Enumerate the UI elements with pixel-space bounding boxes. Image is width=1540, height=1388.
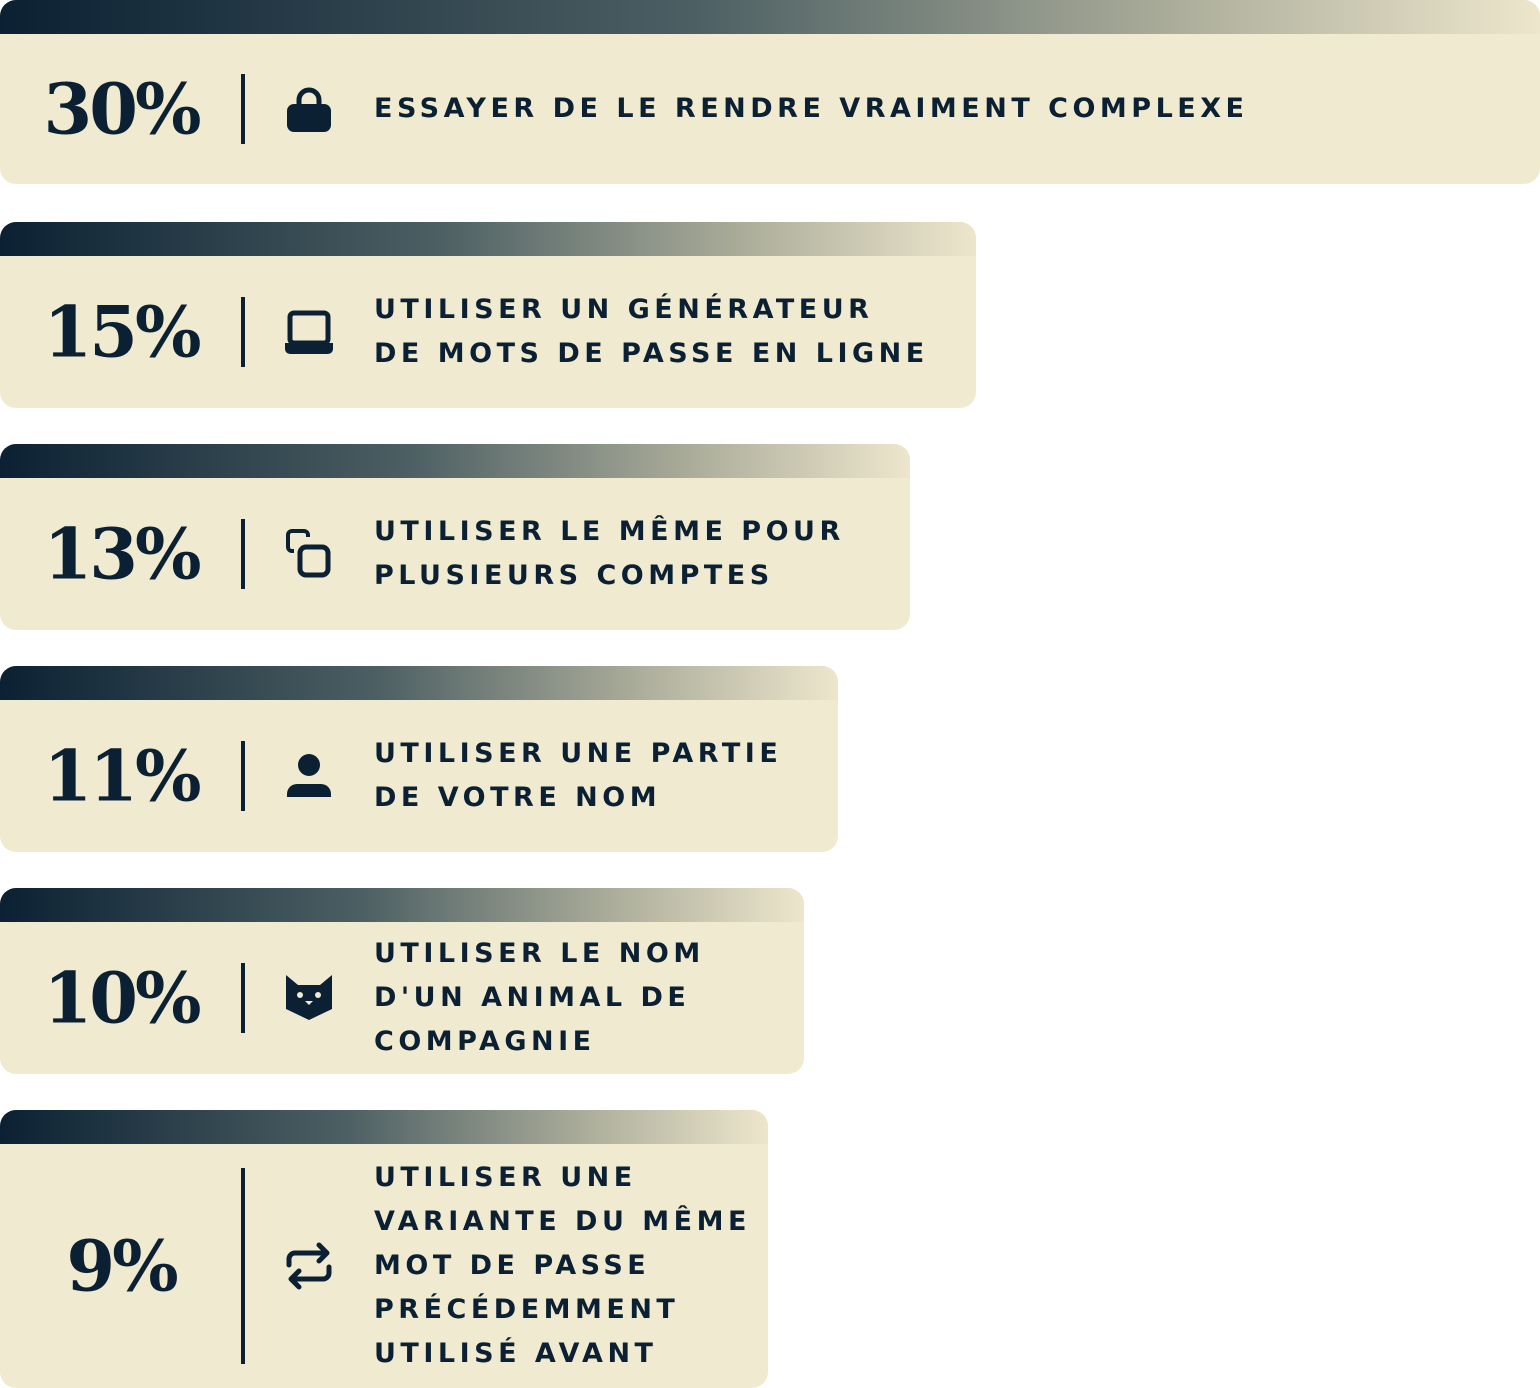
category-label-line: VARIANTE DU MÊME [374, 1206, 751, 1237]
laptop-icon [284, 307, 334, 357]
bar: 30% ESSAYER DE LE RENDRE VRAIMENT COMPLEX… [0, 0, 1540, 184]
value-label-text: 13% [43, 512, 202, 596]
bar: 13% UTILISER LE MÊME POUR PLUSIEURS COMPTE… [0, 444, 910, 630]
bar-gradient-strip [0, 222, 976, 256]
bar-gradient-strip [0, 444, 910, 478]
divider [241, 519, 245, 589]
bar-body: 9% UTILISER UNE VARIANTE DU MÊME MOT DE PAS… [0, 1144, 768, 1388]
category-label: UTILISER UNE VARIANTE DU MÊME MOT DE PASSE… [374, 1156, 751, 1376]
bar-gradient-strip [0, 666, 838, 700]
bar-body: 30% ESSAYER DE LE RENDRE VRAIMENT COMPLEX… [0, 34, 1540, 184]
divider [241, 1168, 245, 1364]
value-label: 9% [0, 1225, 246, 1308]
value-label: 30% [0, 68, 246, 151]
category-label-line: COMPAGNIE [374, 1026, 596, 1057]
category-label-line: PLUSIEURS COMPTES [374, 560, 774, 591]
value-label-text: 10% [43, 956, 202, 1040]
cat-icon [284, 973, 334, 1023]
category-label-line: ESSAYER DE LE RENDRE VRAIMENT COMPLEXE [374, 93, 1249, 124]
category-label-line: MOT DE PASSE [374, 1250, 651, 1281]
value-label: 13% [0, 513, 246, 596]
category-label-line: UTILISER LE MÊME POUR [374, 516, 845, 547]
bar: 15% UTILISER UN GÉNÉRATEUR DE MOTS DE PASS… [0, 222, 976, 408]
bar-gradient-strip [0, 888, 804, 922]
divider [241, 963, 245, 1033]
category-label-line: D'UN ANIMAL DE [374, 982, 691, 1013]
value-label-text: 11% [43, 734, 202, 818]
bar-body: 13% UTILISER LE MÊME POUR PLUSIEURS COMPTE… [0, 478, 910, 630]
bar-gradient-strip [0, 0, 1540, 34]
value-label: 11% [0, 735, 246, 818]
bar-body: 10% UTILISER LE NOM D'UN ANIMAL DE COMPAGNI… [0, 922, 804, 1074]
category-label: ESSAYER DE LE RENDRE VRAIMENT COMPLEXE [374, 87, 1249, 131]
bar-gradient-strip [0, 1110, 768, 1144]
category-label-line: PRÉCÉDEMMENT [374, 1294, 680, 1325]
category-label-line: UTILISER UN GÉNÉRATEUR [374, 294, 874, 325]
bar-body: 11% UTILISER UNE PARTIE DE VOTRE NOM [0, 700, 838, 852]
bar: 11% UTILISER UNE PARTIE DE VOTRE NOM [0, 666, 838, 852]
copy-icon [284, 529, 334, 579]
value-label-text: 30% [43, 67, 202, 151]
divider [241, 74, 245, 144]
value-label-text: 15% [43, 290, 202, 374]
category-label-line: UTILISER UNE [374, 1162, 637, 1193]
category-label: UTILISER UNE PARTIE DE VOTRE NOM [374, 732, 782, 820]
value-label-text: 9% [66, 1224, 178, 1308]
lock-icon [284, 84, 334, 134]
category-label-line: DE VOTRE NOM [374, 782, 662, 813]
value-label: 15% [0, 291, 246, 374]
category-label-line: UTILISÉ AVANT [374, 1338, 658, 1369]
category-label: UTILISER LE MÊME POUR PLUSIEURS COMPTES [374, 510, 845, 598]
category-label: UTILISER LE NOM D'UN ANIMAL DE COMPAGNIE [374, 932, 705, 1064]
bar: 9% UTILISER UNE VARIANTE DU MÊME MOT DE PAS… [0, 1110, 768, 1388]
user-icon [284, 751, 334, 801]
category-label-line: DE MOTS DE PASSE EN LIGNE [374, 338, 929, 369]
category-label-line: UTILISER UNE PARTIE [374, 738, 783, 769]
divider [241, 741, 245, 811]
bar: 10% UTILISER LE NOM D'UN ANIMAL DE COMPAGNI… [0, 888, 804, 1074]
repeat-icon [284, 1241, 334, 1291]
value-label: 10% [0, 957, 246, 1040]
bar-body: 15% UTILISER UN GÉNÉRATEUR DE MOTS DE PASS… [0, 256, 976, 408]
category-label: UTILISER UN GÉNÉRATEUR DE MOTS DE PASSE E… [374, 288, 929, 376]
divider [241, 297, 245, 367]
category-label-line: UTILISER LE NOM [374, 938, 705, 969]
